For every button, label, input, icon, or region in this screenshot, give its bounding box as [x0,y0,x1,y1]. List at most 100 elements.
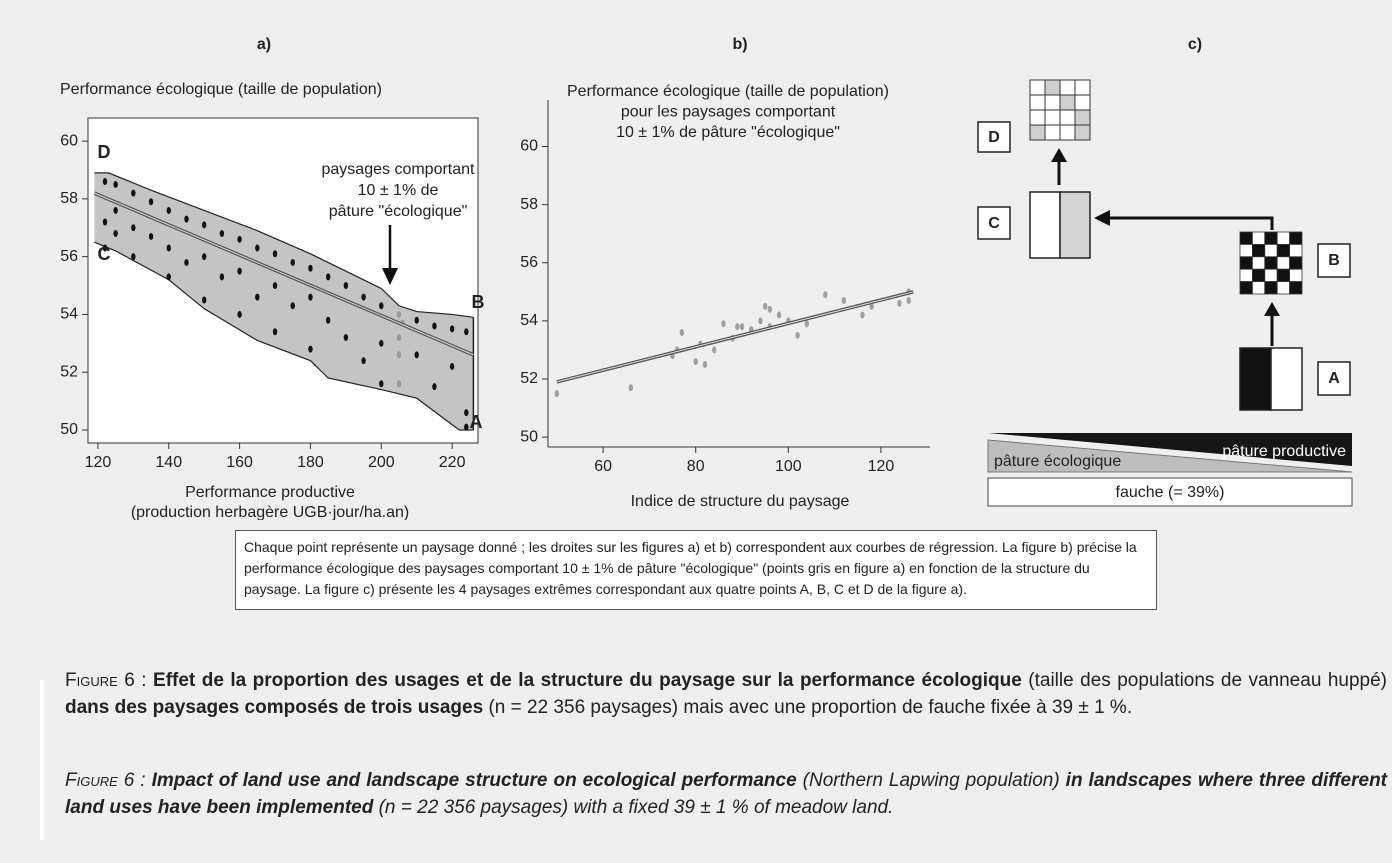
annotation-arrow-head [382,268,398,285]
x-tick-label: 100 [775,458,802,475]
point [272,328,278,336]
caption-label: Figure 6 : [65,670,147,691]
point [396,334,402,342]
grid-cell [1029,109,1046,126]
point [166,244,171,252]
point [184,215,189,223]
point [841,297,847,305]
point [166,273,171,281]
point [735,323,740,331]
point [113,230,118,238]
point [396,310,402,318]
grid-cell [1239,281,1253,295]
label-box [977,206,1011,240]
bar-label: fauche (= 39%) [1116,484,1225,501]
grid-cell [1252,243,1266,258]
point [290,258,295,266]
point [102,178,108,186]
caption-fr: Figure 6 : Effet de la proportion des us… [65,667,1387,721]
point [201,221,207,229]
envelope-lower [94,241,474,431]
point [762,302,768,310]
y-tick-label: 58 [60,190,78,207]
point [148,232,154,240]
grid-cell [1239,231,1253,245]
x-tick-label: 60 [594,458,612,475]
point [219,230,225,238]
caption-text: Effet de la proportion des usages et de … [153,670,1022,691]
point [795,331,800,339]
figure-note: Chaque point représente un paysage donné… [235,530,1157,610]
caption-text: (Northern Lapwing population) [802,770,1060,791]
point [432,322,437,330]
y-axis-label: Performance écologique (taille de popula… [567,83,889,100]
x-tick-label: 120 [868,458,895,475]
grid-cell [1252,231,1266,245]
y-tick-label: 50 [60,421,78,438]
point [237,235,242,243]
point [721,320,726,328]
grid-cell [1276,256,1290,270]
grid-cell [1276,268,1290,283]
caption-bar [40,680,44,840]
point [308,293,313,301]
point [102,244,108,252]
landscape-c-left [1029,191,1061,259]
point-label: B [472,292,485,312]
chart-title: a) [257,36,271,53]
caption-text: (n = 22 356 paysages) mais avec une prop… [488,697,1133,718]
y-tick-label: 54 [520,312,538,329]
y-tick-label: 52 [520,370,538,387]
grid-cell [1239,256,1253,270]
landscape-label: D [988,129,1000,146]
x-axis-label: Performance productive [185,484,355,501]
point [679,328,685,336]
x-tick-label: 140 [155,454,182,471]
point [255,293,260,301]
grid-cell [1252,281,1266,295]
caption-text: Impact of land use and landscape structu… [151,770,797,791]
landscape-c-right [1059,191,1091,259]
figure: c) D C B A pâture productive pâture écol… [60,36,1353,521]
grid-cell [1239,243,1253,258]
grid-cell [1044,94,1061,111]
point [379,380,384,388]
point [131,189,136,197]
arrow-head [1094,210,1110,226]
point [860,311,865,319]
point [804,320,810,328]
point [113,180,118,188]
caption-text: (taille des populations de vanneau huppé… [1028,670,1388,691]
point [739,323,745,331]
point [325,316,331,324]
grid-cell [1074,124,1091,141]
caption-text: dans des paysages composés de trois usag… [65,697,484,718]
grid-cell [1044,109,1061,126]
point [693,358,698,366]
point [712,346,717,354]
grid-cell [1059,94,1076,111]
chart-title: b) [732,36,747,53]
point [702,360,708,368]
grid-cell [1264,231,1278,245]
productive-wedge [988,433,1352,466]
landscape-label: A [1328,370,1340,387]
y-tick-label: 56 [520,254,538,271]
y-axis-label: 10 ± 1% de pâture "écologique" [616,124,840,141]
grid-cell [1239,268,1253,283]
point [361,357,366,365]
annotation: paysages comportant [322,161,476,178]
grid-cell [1276,281,1290,295]
caption-en: Figure 6 : Impact of land use and landsc… [65,767,1387,821]
landscape-a-right [1270,347,1303,411]
arrow-head [1051,148,1067,162]
caption-text: (n = 22 356 paysages) with a fixed 39 ± … [378,797,894,818]
point [464,409,469,417]
y-axis-label: Performance écologique (taille de popula… [60,81,382,98]
grid-cell [1044,124,1061,141]
grid-cell [1044,79,1061,96]
point [396,351,402,359]
point [113,206,118,214]
point [767,305,772,313]
point [758,317,763,325]
